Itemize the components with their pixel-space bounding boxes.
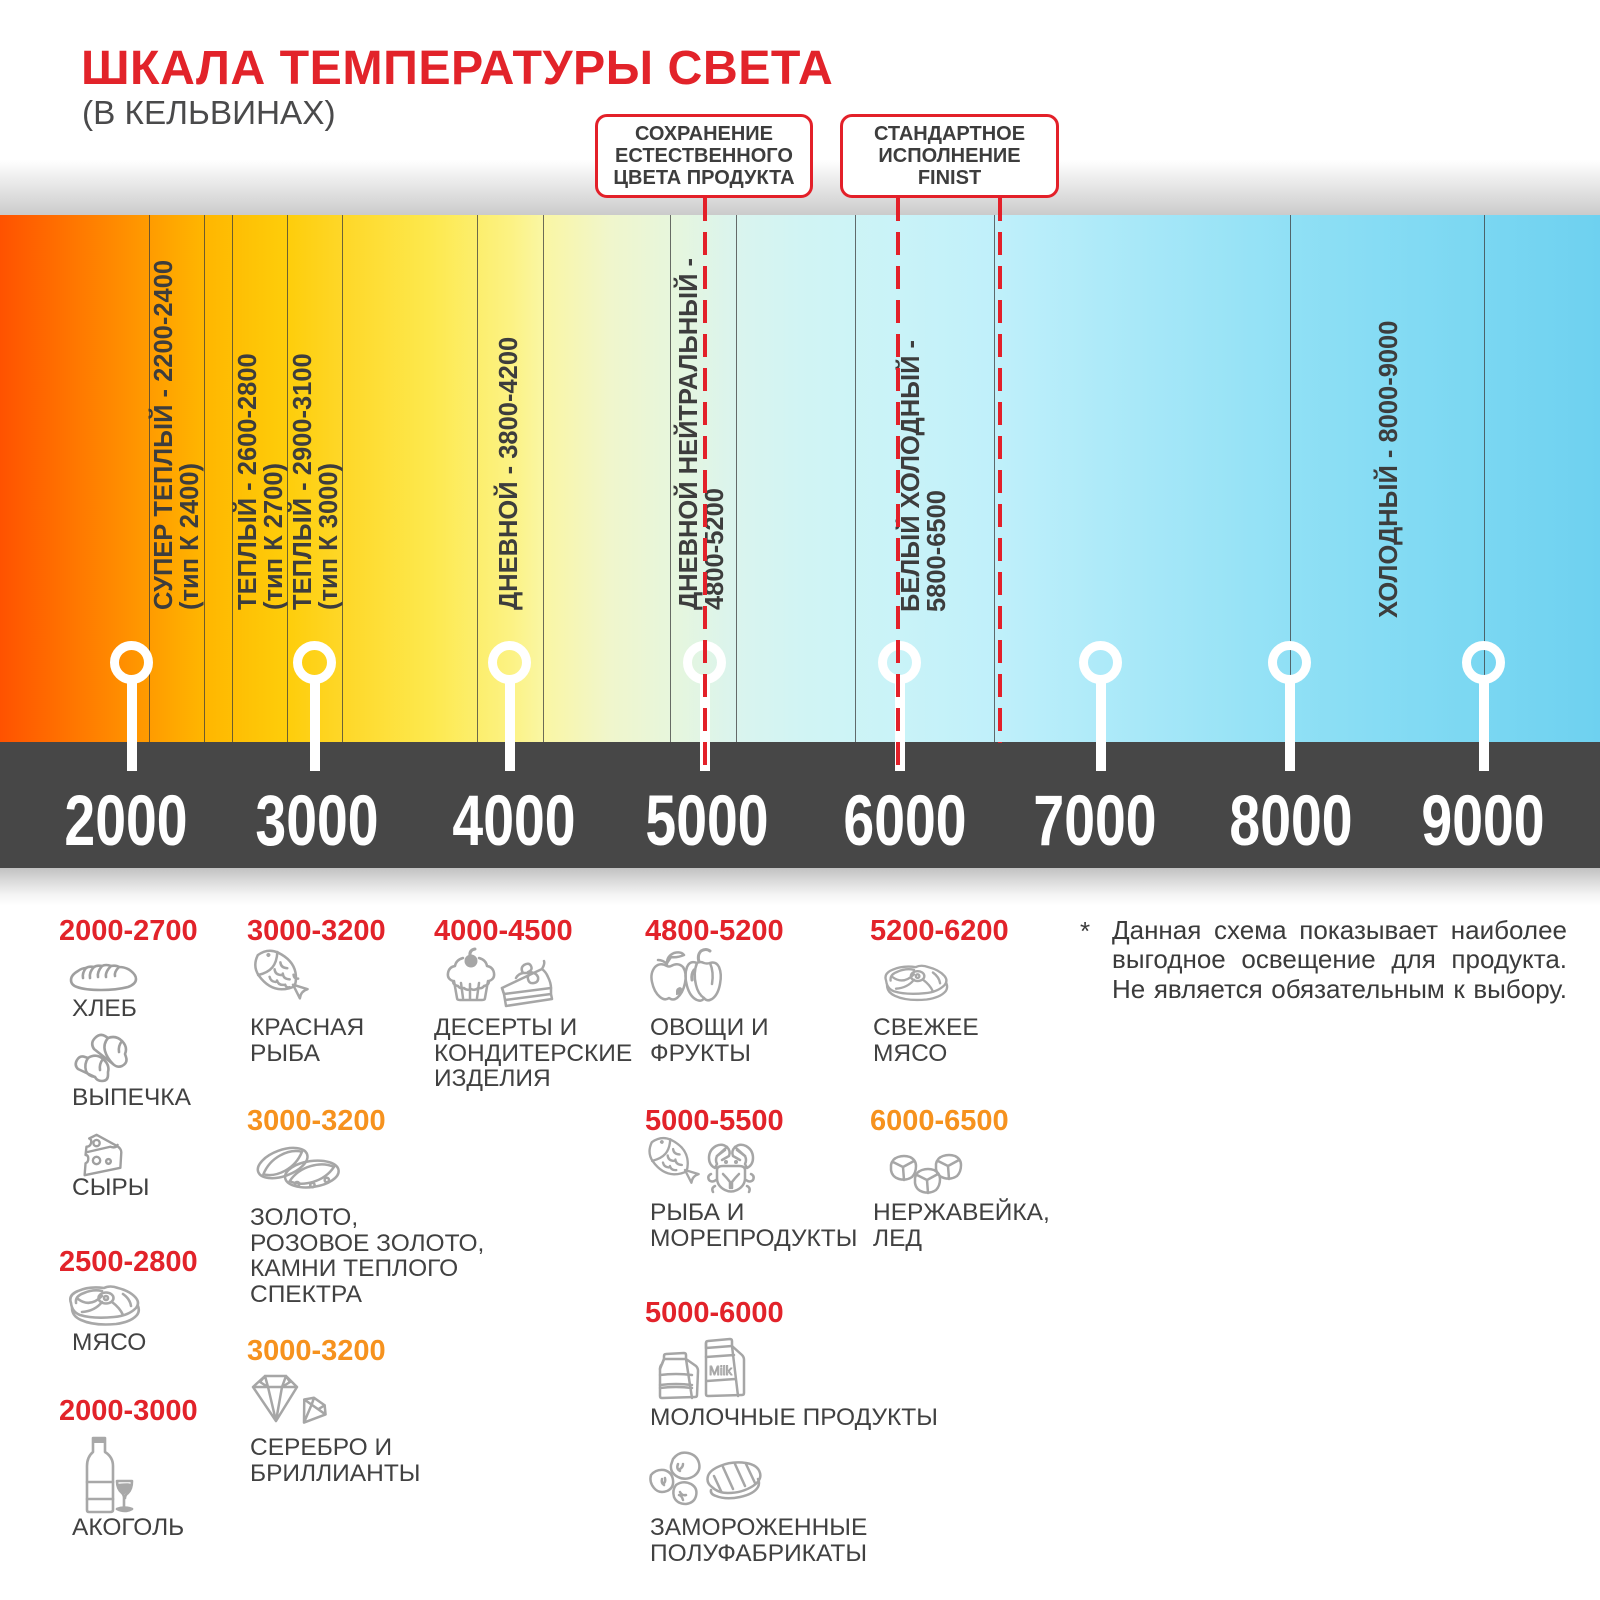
svg-text:Milk: Milk [709,1363,733,1378]
